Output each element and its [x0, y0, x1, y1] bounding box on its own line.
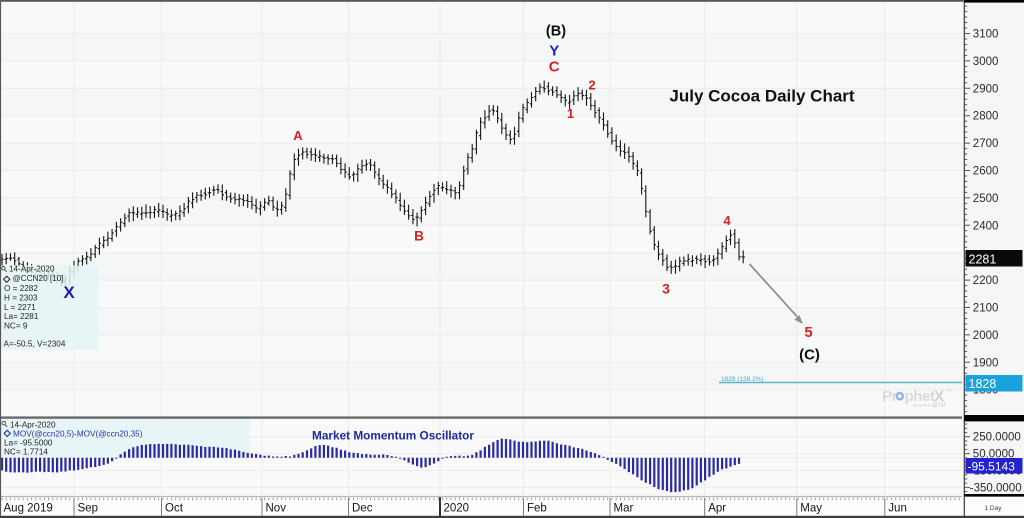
- svg-text:L = 2271: L = 2271: [4, 303, 36, 312]
- svg-text:July Cocoa Daily Chart: July Cocoa Daily Chart: [669, 87, 855, 106]
- svg-text:Dec: Dec: [352, 503, 373, 515]
- svg-text:2800: 2800: [973, 111, 999, 123]
- svg-text:Jun: Jun: [888, 503, 907, 515]
- svg-text:Oct: Oct: [165, 503, 184, 515]
- svg-text:O = 2282: O = 2282: [4, 284, 38, 293]
- svg-text:14-Apr-2020: 14-Apr-2020: [10, 420, 56, 429]
- svg-text:2500: 2500: [973, 193, 999, 205]
- svg-text:Y: Y: [549, 42, 559, 59]
- svg-text:1900: 1900: [973, 357, 999, 369]
- svg-text:B: B: [414, 229, 424, 244]
- svg-text:14-Apr-2020: 14-Apr-2020: [9, 265, 55, 274]
- svg-text:Sep: Sep: [78, 503, 98, 515]
- svg-text:May: May: [800, 503, 822, 515]
- svg-text:X: X: [934, 389, 945, 406]
- svg-text:50.0000: 50.0000: [973, 449, 1015, 461]
- svg-text:4: 4: [723, 213, 731, 228]
- svg-text:A=-50.5, V=2304: A=-50.5, V=2304: [4, 340, 66, 349]
- svg-text:MOV(@ccn20,5)-MOV(@ccn20,35): MOV(@ccn20,5)-MOV(@ccn20,35): [13, 430, 143, 439]
- svg-text:3100: 3100: [973, 29, 999, 41]
- svg-text:2900: 2900: [973, 83, 999, 95]
- svg-text:250.0000: 250.0000: [973, 432, 1021, 444]
- svg-text:1828: 1828: [969, 377, 997, 391]
- svg-text:1828 (138.2%): 1828 (138.2%): [721, 376, 764, 383]
- svg-text:DTN: DTN: [933, 403, 945, 409]
- svg-text:Market Momentum Oscillator: Market Momentum Oscillator: [312, 429, 474, 443]
- svg-text:Feb: Feb: [527, 503, 547, 515]
- svg-text:La= 2281: La= 2281: [4, 312, 39, 321]
- svg-text:phet: phet: [905, 388, 935, 405]
- svg-text:1 Day: 1 Day: [985, 505, 1003, 512]
- svg-text:La= -95.5000: La= -95.5000: [4, 438, 53, 447]
- svg-text:2100: 2100: [973, 303, 999, 315]
- svg-text:X: X: [63, 283, 75, 302]
- svg-text:2020: 2020: [444, 503, 470, 515]
- svg-text:Mar: Mar: [614, 503, 634, 515]
- svg-text:3000: 3000: [973, 56, 999, 68]
- svg-text:Apr: Apr: [708, 503, 726, 515]
- svg-text:2: 2: [588, 78, 595, 93]
- svg-text:2600: 2600: [973, 166, 999, 178]
- svg-text:1: 1: [567, 106, 574, 121]
- svg-text:(B): (B): [546, 24, 566, 40]
- svg-text:Aug 2019: Aug 2019: [4, 503, 53, 515]
- svg-text:NC= 9: NC= 9: [4, 322, 28, 331]
- svg-text:Nov: Nov: [266, 503, 287, 515]
- svg-text:TM: TM: [946, 388, 953, 393]
- svg-text:-95.5143: -95.5143: [968, 459, 1016, 473]
- svg-text:H = 2303: H = 2303: [4, 294, 38, 303]
- svg-text:@CCN20 [10]: @CCN20 [10]: [13, 274, 64, 283]
- svg-text:2700: 2700: [973, 138, 999, 150]
- svg-text:powered by: powered by: [913, 403, 937, 408]
- svg-text:2400: 2400: [973, 220, 999, 232]
- svg-text:(C): (C): [799, 347, 820, 364]
- svg-text:NC= 1.7714: NC= 1.7714: [4, 448, 48, 457]
- svg-text:3: 3: [662, 280, 670, 296]
- svg-text:-350.0000: -350.0000: [970, 482, 1022, 494]
- svg-text:2000: 2000: [973, 330, 999, 342]
- svg-text:2200: 2200: [973, 275, 999, 287]
- svg-text:Pr: Pr: [882, 388, 898, 405]
- svg-text:A: A: [293, 128, 303, 143]
- svg-text:5: 5: [804, 324, 812, 341]
- svg-text:C: C: [549, 59, 560, 76]
- svg-text:2281: 2281: [969, 252, 997, 266]
